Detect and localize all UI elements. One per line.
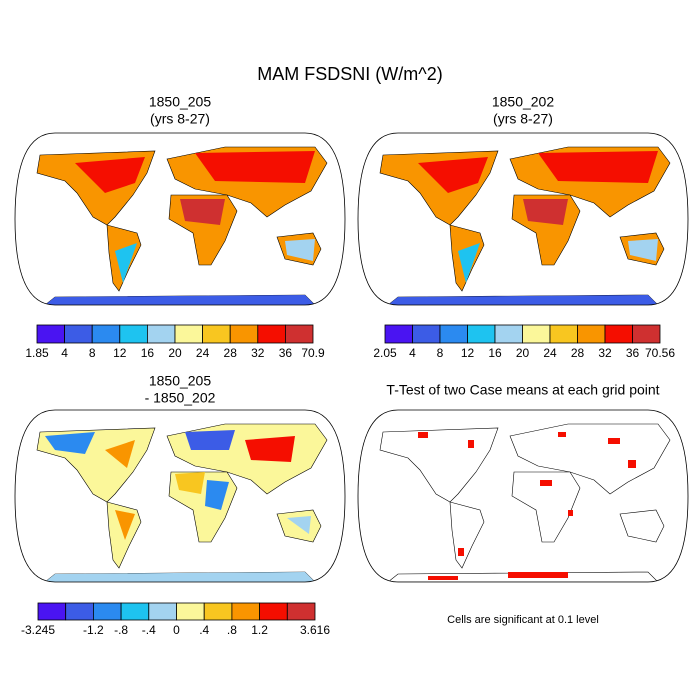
colorbar-label: 16 bbox=[141, 346, 155, 360]
panel-subtitle: (yrs 8-27) bbox=[493, 111, 553, 127]
panel-title: 1850_205 bbox=[149, 94, 212, 110]
colorbar-label: -.8 bbox=[114, 623, 128, 637]
colorbar-label: 28 bbox=[571, 346, 585, 360]
colorbar-label: -1.2 bbox=[83, 623, 104, 637]
colorbar-box bbox=[522, 324, 551, 344]
panel-title: T-Test of two Case means at each grid po… bbox=[386, 382, 659, 398]
colorbar-box bbox=[91, 324, 121, 344]
colorbar-label: 3.616 bbox=[300, 623, 330, 637]
colorbar-label: 36 bbox=[279, 346, 293, 360]
colorbar-box bbox=[231, 602, 260, 621]
colorbar-box bbox=[146, 324, 176, 344]
colorbar-box bbox=[286, 602, 316, 621]
colorbar-label: 24 bbox=[543, 346, 557, 360]
colorbar-box bbox=[384, 324, 413, 344]
colorbar-label: 2.05 bbox=[373, 346, 397, 360]
colorbar-box bbox=[120, 602, 150, 621]
colorbar-box bbox=[412, 324, 441, 344]
colorbar-box bbox=[174, 324, 204, 344]
colorbar-label: 1.2 bbox=[251, 623, 268, 637]
colorbar-box bbox=[203, 602, 233, 621]
panel-title: 1850_202 bbox=[492, 94, 555, 110]
panel-subtitle: (yrs 8-27) bbox=[150, 111, 210, 127]
colorbar-box bbox=[494, 324, 523, 344]
map bbox=[14, 132, 346, 306]
panel-title: 1850_205 bbox=[149, 373, 212, 389]
colorbar-box bbox=[65, 602, 94, 621]
colorbar-box bbox=[439, 324, 468, 344]
figure-title: MAM FSDSNI (W/m^2) bbox=[257, 64, 442, 84]
colorbar-label: -3.245 bbox=[21, 623, 55, 637]
colorbar-label: .4 bbox=[199, 623, 209, 637]
colorbar-label: 70.56 bbox=[645, 346, 675, 360]
panel-subtitle: - 1850_202 bbox=[145, 390, 216, 406]
colorbar-label: 8 bbox=[89, 346, 96, 360]
map bbox=[357, 132, 689, 306]
colorbar-box bbox=[36, 324, 66, 344]
colorbar-label: 12 bbox=[461, 346, 475, 360]
colorbar-box bbox=[202, 324, 231, 344]
colorbar-label: 12 bbox=[113, 346, 127, 360]
colorbar-label: 24 bbox=[196, 346, 210, 360]
colorbar-label: 36 bbox=[626, 346, 640, 360]
colorbar-label: 32 bbox=[251, 346, 265, 360]
colorbar-box bbox=[229, 324, 259, 344]
colorbar-box bbox=[259, 602, 288, 621]
colorbar-label: 32 bbox=[598, 346, 612, 360]
colorbar-label: 1.85 bbox=[25, 346, 49, 360]
colorbar-label: 8 bbox=[437, 346, 444, 360]
colorbar-label: 4 bbox=[409, 346, 416, 360]
colorbar-box bbox=[467, 324, 496, 344]
map bbox=[357, 409, 689, 583]
map bbox=[14, 409, 346, 583]
colorbar-label: 28 bbox=[224, 346, 238, 360]
colorbar-box bbox=[148, 602, 177, 621]
colorbar-box bbox=[64, 324, 93, 344]
colorbar-label: 0 bbox=[173, 623, 180, 637]
colorbar-box bbox=[257, 324, 286, 344]
colorbar-box bbox=[549, 324, 578, 344]
colorbar-label: .8 bbox=[227, 623, 237, 637]
colorbar-label: 16 bbox=[488, 346, 502, 360]
colorbar-box bbox=[176, 602, 205, 621]
colorbar-box bbox=[93, 602, 122, 621]
colorbar-box bbox=[37, 602, 67, 621]
colorbar-label: 20 bbox=[516, 346, 530, 360]
colorbar-label: 20 bbox=[168, 346, 182, 360]
colorbar-box bbox=[632, 324, 661, 344]
colorbar-label: 70.9 bbox=[301, 346, 325, 360]
colorbar-box bbox=[119, 324, 148, 344]
colorbar-box bbox=[284, 324, 314, 344]
colorbar-label: -.4 bbox=[142, 623, 156, 637]
colorbar-box bbox=[604, 324, 633, 344]
note: Cells are significant at 0.1 level bbox=[447, 614, 599, 626]
colorbar-box bbox=[577, 324, 606, 344]
colorbar-label: 4 bbox=[61, 346, 68, 360]
